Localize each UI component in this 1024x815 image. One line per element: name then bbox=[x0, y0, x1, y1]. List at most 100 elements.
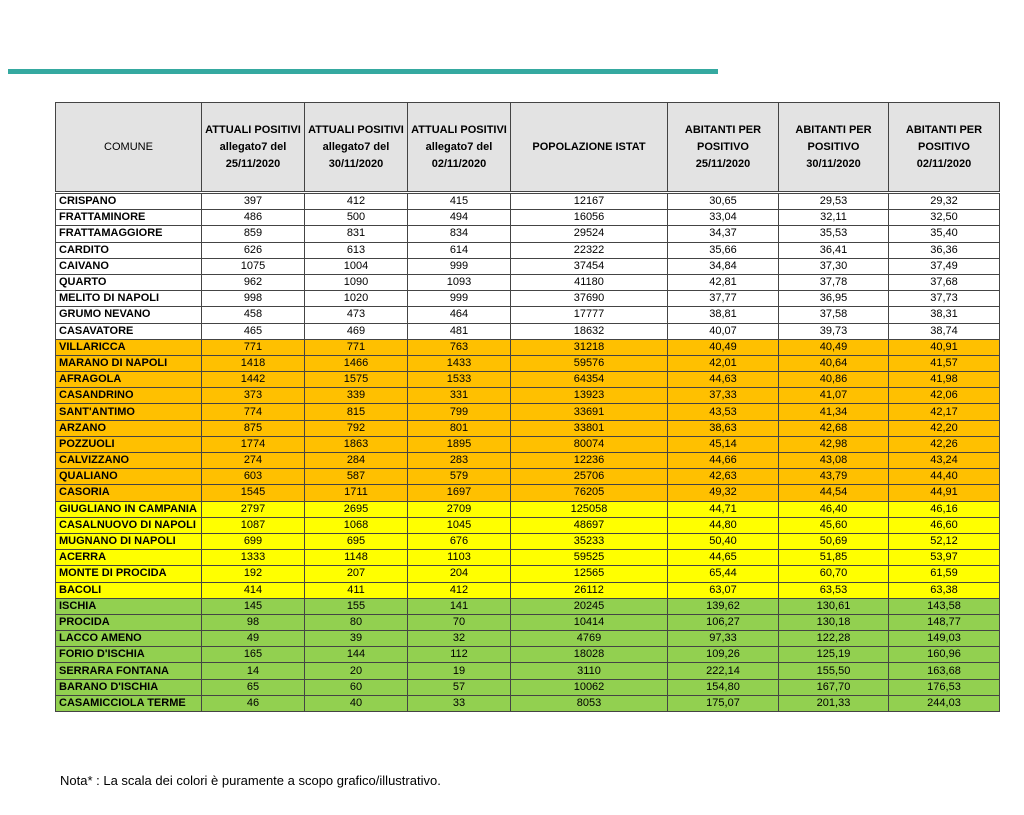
value-cell: 32,11 bbox=[778, 209, 889, 227]
value-cell: 207 bbox=[304, 565, 408, 583]
value-cell: 61,59 bbox=[888, 565, 1000, 583]
comune-cell: CARDITO bbox=[55, 241, 202, 259]
comune-cell: BACOLI bbox=[55, 581, 202, 599]
value-cell: 614 bbox=[407, 241, 511, 259]
value-cell: 65 bbox=[201, 678, 305, 696]
value-cell: 284 bbox=[304, 451, 408, 470]
value-cell: 44,54 bbox=[778, 484, 889, 502]
comune-cell: MELITO DI NAPOLI bbox=[55, 290, 202, 308]
value-cell: 50,40 bbox=[667, 532, 779, 551]
value-cell: 274 bbox=[201, 451, 305, 470]
value-cell: 33691 bbox=[510, 403, 668, 421]
table-row: MELITO DI NAPOLI 998 1020 999 37690 37,77 36,9… bbox=[55, 290, 1000, 308]
header-line: POSITIVO bbox=[807, 140, 860, 153]
value-cell: 831 bbox=[304, 225, 408, 243]
comune-cell: GRUMO NEVANO bbox=[55, 306, 202, 324]
value-cell: 125,19 bbox=[778, 646, 889, 664]
value-cell: 42,01 bbox=[667, 354, 779, 373]
table-row: POZZUOLI 1774 1863 1895 80074 45,14 42,98 42,26 bbox=[55, 435, 1000, 454]
value-cell: 46,40 bbox=[778, 500, 889, 518]
value-cell: 32,50 bbox=[888, 209, 1000, 227]
value-cell: 10062 bbox=[510, 678, 668, 696]
value-cell: 30,65 bbox=[667, 191, 779, 211]
table-row: CALVIZZANO 274 284 283 12236 44,66 43,08 43,24 bbox=[55, 451, 1000, 470]
comune-cell: MUGNANO DI NAPOLI bbox=[55, 532, 202, 551]
value-cell: 154,80 bbox=[667, 678, 779, 696]
value-cell: 18632 bbox=[510, 322, 668, 340]
value-cell: 14 bbox=[201, 662, 305, 680]
table: COMUNE ATTUALI POSITIVI allegato7 del 25/11… bbox=[55, 102, 1000, 713]
comune-cell: CRISPANO bbox=[55, 191, 202, 211]
value-cell: 163,68 bbox=[888, 662, 1000, 680]
comune-cell: CASANDRINO bbox=[55, 387, 202, 405]
value-cell: 148,77 bbox=[888, 613, 1000, 632]
table-row: ARZANO 875 792 801 33801 38,63 42,68 42,20 bbox=[55, 419, 1000, 437]
comune-cell: SERRARA FONTANA bbox=[55, 662, 202, 680]
table-row: PROCIDA 98 80 70 10414 106,27 130,18 148,77 bbox=[55, 613, 1000, 632]
value-cell: 695 bbox=[304, 532, 408, 551]
value-cell: 17777 bbox=[510, 306, 668, 324]
table-row: QUARTO 962 1090 1093 41180 42,81 37,78 37,68 bbox=[55, 273, 1000, 292]
table-row: AFRAGOLA 1442 1575 1533 64354 44,63 40,86 41,98 bbox=[55, 371, 1000, 389]
table-row: ACERRA 1333 1148 1103 59525 44,65 51,85 53,97 bbox=[55, 549, 1000, 567]
value-cell: 20 bbox=[304, 662, 408, 680]
value-cell: 42,17 bbox=[888, 403, 1000, 421]
value-cell: 36,36 bbox=[888, 241, 1000, 259]
value-cell: 38,31 bbox=[888, 306, 1000, 324]
value-cell: 415 bbox=[407, 191, 511, 211]
comune-cell: VILLARICCA bbox=[55, 338, 202, 356]
value-cell: 35233 bbox=[510, 532, 668, 551]
header-line: allegato7 del bbox=[425, 140, 493, 153]
header-line: ATTUALI POSITIVI bbox=[308, 123, 404, 136]
value-cell: 141 bbox=[407, 597, 511, 615]
value-cell: 2797 bbox=[201, 500, 305, 518]
value-cell: 1545 bbox=[201, 484, 305, 502]
value-cell: 76205 bbox=[510, 484, 668, 502]
value-cell: 699 bbox=[201, 532, 305, 551]
table-row: GRUMO NEVANO 458 473 464 17777 38,81 37,58 38,3… bbox=[55, 306, 1000, 324]
header-row: COMUNE ATTUALI POSITIVI allegato7 del 25/11… bbox=[55, 102, 1000, 194]
table-row: QUALIANO 603 587 579 25706 42,63 43,79 44,40 bbox=[55, 468, 1000, 486]
value-cell: 1774 bbox=[201, 435, 305, 454]
value-cell: 145 bbox=[201, 597, 305, 615]
value-cell: 40 bbox=[304, 694, 408, 713]
value-cell: 19 bbox=[407, 662, 511, 680]
value-cell: 1333 bbox=[201, 549, 305, 567]
value-cell: 33801 bbox=[510, 419, 668, 437]
value-cell: 139,62 bbox=[667, 597, 779, 615]
value-cell: 57 bbox=[407, 678, 511, 696]
header-line: 02/11/2020 bbox=[431, 157, 487, 170]
value-cell: 97,33 bbox=[667, 630, 779, 648]
value-cell: 4769 bbox=[510, 630, 668, 648]
value-cell: 35,66 bbox=[667, 241, 779, 259]
value-cell: 35,53 bbox=[778, 225, 889, 243]
value-cell: 39,73 bbox=[778, 322, 889, 340]
value-cell: 49 bbox=[201, 630, 305, 648]
value-cell: 165 bbox=[201, 646, 305, 664]
comune-cell: CASAMICCIOLA TERME bbox=[55, 694, 202, 713]
table-row: CAIVANO 1075 1004 999 37454 34,84 37,30 37,49 bbox=[55, 257, 1000, 275]
value-cell: 31218 bbox=[510, 338, 668, 356]
comune-cell: FORIO D'ISCHIA bbox=[55, 646, 202, 664]
value-cell: 36,95 bbox=[778, 290, 889, 308]
value-cell: 1004 bbox=[304, 257, 408, 275]
value-cell: 244,03 bbox=[888, 694, 1000, 713]
value-cell: 38,74 bbox=[888, 322, 1000, 340]
value-cell: 122,28 bbox=[778, 630, 889, 648]
table-row: CARDITO 626 613 614 22322 35,66 36,41 36,36 bbox=[55, 241, 1000, 259]
table-row: VILLARICCA 771 771 763 31218 40,49 40,49 40,91 bbox=[55, 338, 1000, 356]
value-cell: 35,40 bbox=[888, 225, 1000, 243]
value-cell: 37,73 bbox=[888, 290, 1000, 308]
value-cell: 613 bbox=[304, 241, 408, 259]
table-row: SERRARA FONTANA 14 20 19 3110 222,14 155,50 163… bbox=[55, 662, 1000, 680]
value-cell: 331 bbox=[407, 387, 511, 405]
value-cell: 42,81 bbox=[667, 273, 779, 292]
value-cell: 12236 bbox=[510, 451, 668, 470]
header-cell: ATTUALI POSITIVI allegato7 del 25/11/2020 bbox=[201, 102, 305, 194]
comune-cell: QUARTO bbox=[55, 273, 202, 292]
value-cell: 39 bbox=[304, 630, 408, 648]
value-cell: 626 bbox=[201, 241, 305, 259]
value-cell: 1863 bbox=[304, 435, 408, 454]
table-row: CRISPANO 397 412 415 12167 30,65 29,53 29,32 bbox=[55, 191, 1000, 211]
header-line: 02/11/2020 bbox=[916, 157, 972, 170]
